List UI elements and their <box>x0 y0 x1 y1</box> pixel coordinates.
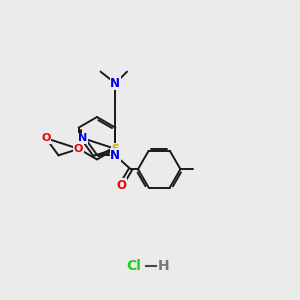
Text: O: O <box>116 178 126 192</box>
Text: H: H <box>158 259 169 273</box>
Text: Cl: Cl <box>126 259 141 273</box>
Text: O: O <box>74 144 83 154</box>
Text: N: N <box>110 77 120 90</box>
Text: S: S <box>111 144 119 154</box>
Text: O: O <box>41 133 51 143</box>
Text: N: N <box>78 133 87 143</box>
Text: N: N <box>110 149 120 162</box>
